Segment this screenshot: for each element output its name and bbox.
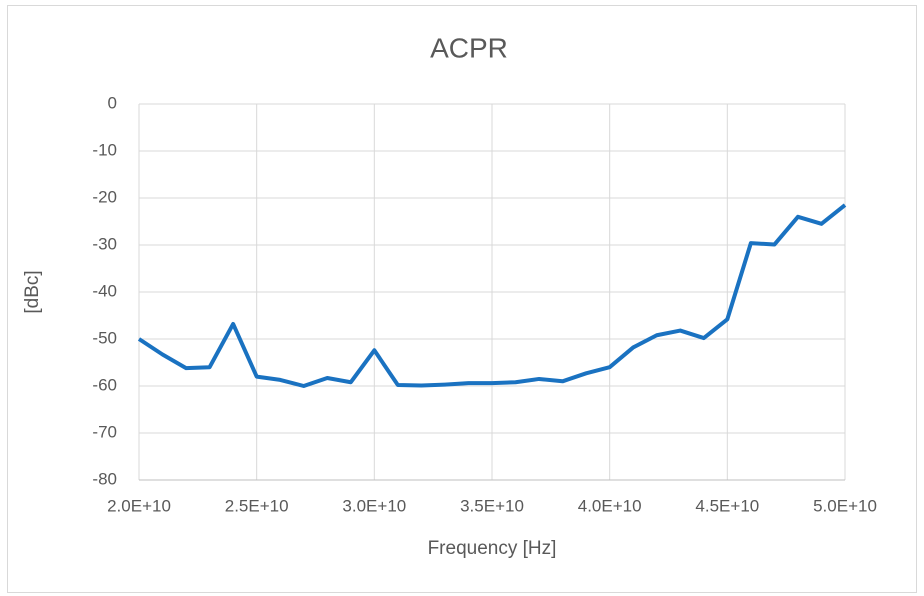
y-tick-label: -70 xyxy=(92,422,117,441)
x-tick-label: 4.5E+10 xyxy=(695,496,759,515)
x-tick-label: 2.5E+10 xyxy=(225,496,289,515)
y-tick-label: -60 xyxy=(92,375,117,394)
y-tick-label: -20 xyxy=(92,187,117,206)
x-tick-label: 4.0E+10 xyxy=(578,496,642,515)
y-tick-label: -80 xyxy=(92,469,117,488)
y-tick-label: 0 xyxy=(108,93,117,112)
y-tick-label: -50 xyxy=(92,328,117,347)
y-tick-label: -30 xyxy=(92,234,117,253)
data-line xyxy=(137,203,847,388)
y-tick-label: -10 xyxy=(92,140,117,159)
x-tick-label: 3.0E+10 xyxy=(342,496,406,515)
x-tick-label: 3.5E+10 xyxy=(460,496,524,515)
chart-frame xyxy=(7,5,917,593)
chart-title: ACPR xyxy=(430,32,508,63)
x-tick-label: 2.0E+10 xyxy=(107,496,171,515)
y-axis-label: [dBc] xyxy=(22,270,43,313)
x-tick-label: 5.0E+10 xyxy=(813,496,877,515)
y-tick-label: -40 xyxy=(92,281,117,300)
x-axis-label: Frequency [Hz] xyxy=(428,538,557,559)
